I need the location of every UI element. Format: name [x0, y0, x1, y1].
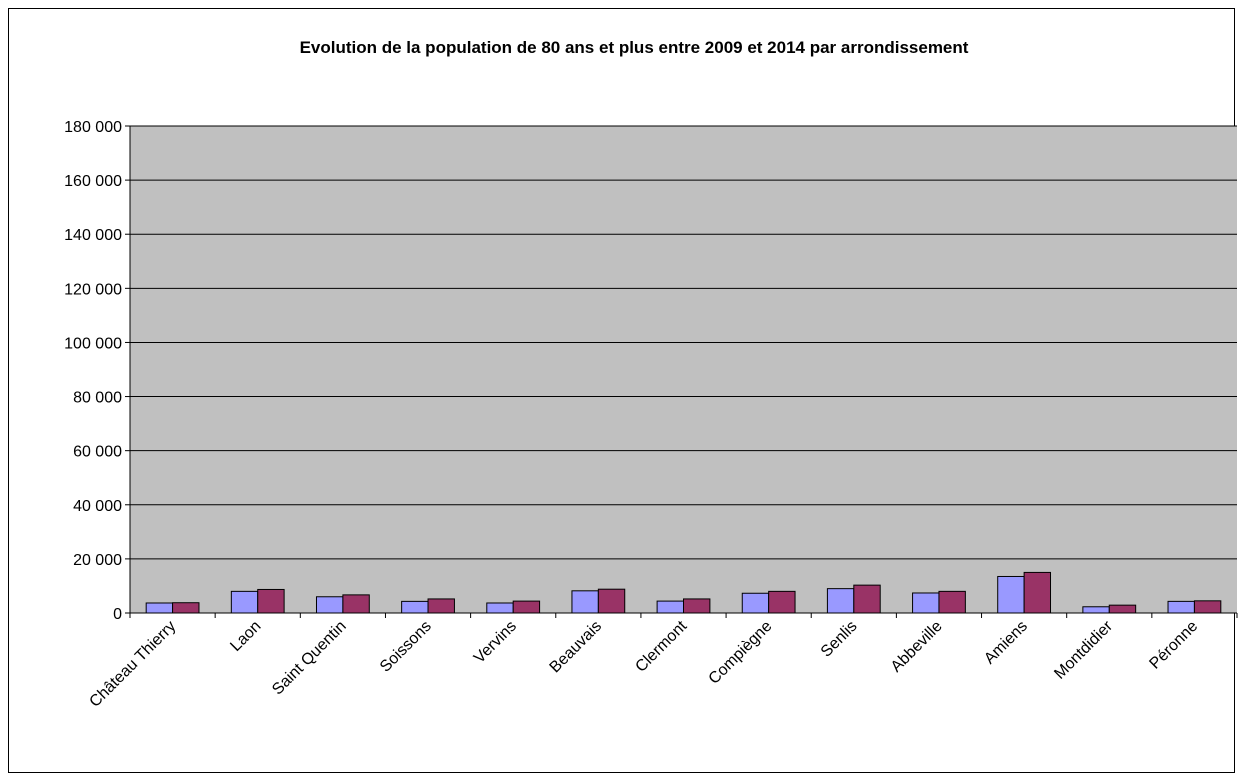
bar-1	[486, 602, 514, 614]
bar-2	[683, 598, 711, 614]
bar-2	[1108, 604, 1137, 614]
bar-2	[342, 594, 370, 614]
gridlines	[130, 125, 1237, 560]
bar-2	[938, 590, 966, 614]
bar-2	[1023, 571, 1052, 614]
y-tick-label: 0	[113, 606, 122, 623]
bar-1	[1167, 600, 1195, 614]
axes	[129, 126, 1237, 614]
bar-1	[401, 600, 429, 614]
bar-1	[571, 590, 599, 614]
bar-2	[768, 590, 796, 614]
bar-1	[315, 596, 344, 614]
bar-1	[997, 575, 1025, 614]
x-tick-label: Soissons	[377, 618, 435, 676]
x-tick-label: Montdidier	[1051, 617, 1116, 682]
bar-2	[1193, 600, 1222, 614]
y-tick-label: 100 000	[64, 335, 122, 352]
bar-2	[853, 584, 881, 614]
x-tick-label: Beauvais	[547, 618, 606, 677]
y-tick-label: 160 000	[64, 173, 122, 190]
x-axis-ticks: Château Thierry Laon Saint Quentin Soissons…	[86, 613, 1238, 711]
plot-area	[130, 126, 1237, 613]
y-tick-label: 20 000	[73, 552, 122, 569]
x-tick-label: Vervins	[471, 618, 520, 667]
bar-1	[912, 592, 940, 614]
y-tick-label: 180 000	[64, 119, 122, 136]
x-tick-label: Abbeville	[888, 618, 946, 676]
bar-1	[1082, 606, 1110, 614]
x-tick-label: Laon	[227, 618, 264, 655]
x-tick-label: Clermont	[632, 617, 690, 675]
x-tick-label: Senlis	[818, 618, 861, 661]
y-tick-label: 40 000	[73, 498, 122, 515]
bar-2	[597, 588, 626, 614]
bar-1	[826, 588, 855, 614]
bar-1	[145, 602, 174, 614]
bars	[145, 571, 1222, 614]
y-tick-label: 60 000	[73, 444, 122, 461]
bar-2	[427, 598, 455, 614]
x-tick-label: Compiègne	[706, 618, 776, 688]
bar-1	[230, 590, 259, 614]
x-tick-label: Amiens	[981, 618, 1031, 668]
bar-2	[512, 600, 541, 614]
y-axis-ticks: 0 20 000 40 000 60 000 80 000 100 000 120 000 1…	[64, 119, 130, 623]
bar-1	[741, 592, 770, 614]
x-tick-label: Péronne	[1146, 618, 1201, 673]
x-tick-label: Saint Quentin	[269, 618, 350, 699]
bar-2	[257, 588, 285, 614]
x-tick-label: Château Thierry	[86, 618, 179, 711]
y-tick-label: 80 000	[73, 390, 122, 407]
bar-2	[172, 602, 200, 614]
y-tick-label: 140 000	[64, 227, 122, 244]
y-tick-label: 120 000	[64, 281, 122, 298]
bar-1	[656, 600, 684, 614]
chart-title: Evolution de la population de 80 ans et …	[300, 38, 969, 57]
